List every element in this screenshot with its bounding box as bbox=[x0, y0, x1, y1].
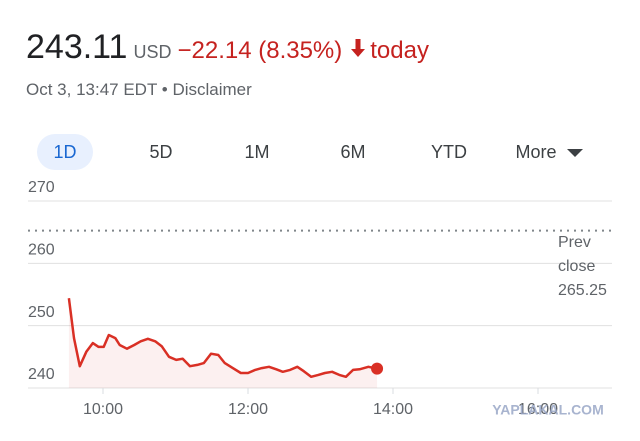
period: today bbox=[370, 37, 429, 64]
timestamp-row: Oct 3, 13:47 EDT • Disclaimer bbox=[26, 80, 252, 99]
y-tick-label: 250 bbox=[28, 304, 55, 321]
x-tick-label: 12:00 bbox=[228, 401, 268, 418]
down-arrow bbox=[351, 39, 366, 57]
tab-label: 1M bbox=[244, 142, 270, 162]
range-tabs: 1D 5D 1M 6M YTD More bbox=[37, 134, 607, 170]
disclaimer[interactable]: Disclaimer bbox=[172, 80, 252, 99]
tab-label: 5D bbox=[149, 142, 173, 162]
dropdown-icon bbox=[566, 149, 583, 157]
currency: USD bbox=[133, 42, 172, 62]
tab-label: More bbox=[515, 142, 557, 162]
y-tick-label: 260 bbox=[28, 242, 55, 259]
y-tick-label: 240 bbox=[28, 366, 55, 383]
x-tick-label: 14:00 bbox=[373, 401, 413, 418]
price-line bbox=[67, 298, 378, 379]
prev-close-label: Prev bbox=[558, 234, 591, 251]
price: 243.11 bbox=[26, 28, 128, 66]
y-tick-label: 270 bbox=[28, 179, 55, 196]
prev-close-label: close bbox=[558, 258, 595, 275]
prev-close-value: 265.25 bbox=[558, 282, 607, 299]
tab-label: 1D bbox=[53, 142, 77, 162]
price-row: 243.11 USD −22.14 (8.35%) today bbox=[26, 28, 429, 67]
x-tick-label: 10:00 bbox=[83, 401, 123, 418]
x-tick-label: 16:00 bbox=[518, 401, 558, 418]
watermark: YAPLAKAL.COM bbox=[492, 402, 604, 418]
range-tab[interactable]: 6M bbox=[325, 134, 381, 170]
range-tab[interactable]: 1M bbox=[229, 134, 285, 170]
tab-label: 6M bbox=[340, 142, 366, 162]
range-tab[interactable]: 1D bbox=[37, 134, 93, 170]
range-tab[interactable]: More bbox=[509, 134, 589, 170]
current-dot bbox=[371, 362, 384, 375]
change: −22.14 (8.35%) bbox=[177, 37, 343, 64]
range-tab[interactable]: 5D bbox=[133, 134, 189, 170]
timestamp: Oct 3, 13:47 EDT bbox=[26, 80, 158, 99]
area-fill bbox=[68, 298, 378, 388]
tab-label: YTD bbox=[431, 142, 467, 162]
range-tab[interactable]: YTD bbox=[421, 134, 477, 170]
